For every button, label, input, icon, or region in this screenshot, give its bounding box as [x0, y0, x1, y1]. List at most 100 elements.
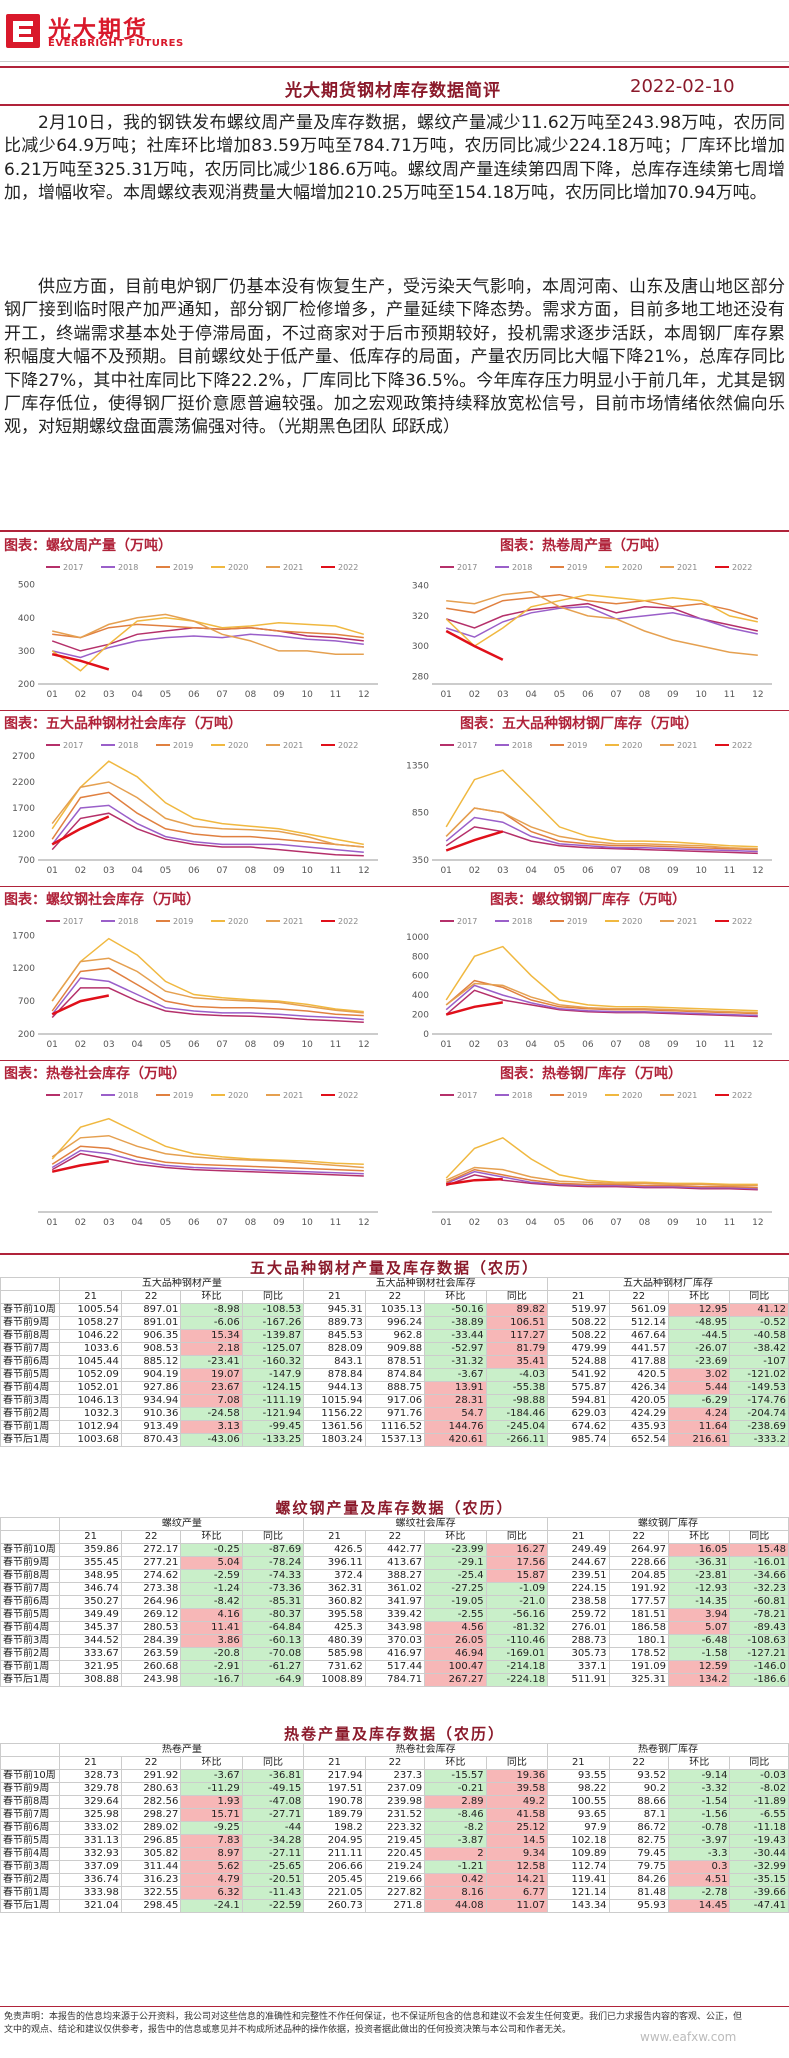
table-cell: 652.54 [608, 1433, 669, 1447]
table-cell: 11.64 [667, 1420, 731, 1434]
company-logo-icon [6, 14, 40, 48]
table-cell: 298.27 [120, 1808, 182, 1822]
table-row: 春节前8周 329.64 282.56 1.93 -47.08 190.78 239.98 2… [0, 1795, 789, 1809]
table-cell: 343.98 [364, 1621, 426, 1635]
table-cell: 11.41 [180, 1621, 243, 1635]
table-cell: 206.66 [303, 1860, 366, 1874]
group-header: 五大品种钢材产量 [59, 1277, 305, 1291]
y-tick-label: 350 [412, 856, 429, 866]
sub-header: 21 [303, 1756, 366, 1770]
table-cell: -9.14 [667, 1769, 731, 1783]
section-divider [0, 1060, 789, 1061]
table-cell: -111.19 [241, 1394, 305, 1408]
table-cell: -80.37 [241, 1608, 305, 1622]
row-label: 春节前6周 [0, 1355, 61, 1369]
table-cell: -11.43 [241, 1886, 305, 1900]
x-tick-label: 12 [752, 690, 763, 700]
legend-label: 2022 [338, 741, 358, 750]
table-cell: 243.98 [120, 1673, 182, 1687]
row-label: 春节前3周 [0, 1860, 61, 1874]
table-cell: -23.69 [667, 1355, 731, 1369]
table-cell: -9.25 [180, 1821, 243, 1835]
table-cell: 112.74 [547, 1860, 610, 1874]
y-tick-label: 200 [18, 680, 35, 690]
section-divider [0, 886, 789, 887]
sub-header: 同比 [485, 1756, 549, 1770]
x-tick-label: 01 [440, 690, 451, 700]
table-cell: 331.13 [59, 1834, 122, 1848]
legend-label: 2021 [677, 917, 697, 926]
y-tick-label: 700 [18, 997, 35, 1007]
y-tick-label: 850 [412, 809, 429, 819]
table-cell: 211.11 [303, 1847, 366, 1861]
legend-label: 2017 [63, 563, 83, 572]
table-cell: 5.07 [667, 1621, 731, 1635]
row-label: 春节前9周 [0, 1316, 61, 1330]
table-cell: 945.31 [303, 1303, 366, 1317]
table-cell: -36.81 [241, 1769, 305, 1783]
table-cell: -224.18 [485, 1673, 549, 1687]
x-tick-label: 10 [695, 690, 707, 700]
x-tick-label: 11 [330, 866, 341, 876]
table-cell: 217.94 [303, 1769, 366, 1783]
table-cell: 224.15 [547, 1582, 610, 1596]
x-tick-label: 05 [554, 690, 565, 700]
legend-label: 2019 [173, 917, 193, 926]
table-cell: 190.78 [303, 1795, 366, 1809]
x-tick-label: 03 [103, 690, 114, 700]
legend-label: 2019 [173, 563, 193, 572]
row-label: 春节前9周 [0, 1782, 61, 1796]
row-label: 春节前10周 [0, 1543, 61, 1557]
table-cell: 259.72 [547, 1608, 610, 1622]
table-cell: 134.2 [667, 1673, 731, 1687]
table-cell: 479.99 [547, 1342, 610, 1356]
table-cell: -31.32 [424, 1355, 487, 1369]
table-cell: 1005.54 [59, 1303, 122, 1317]
legend-label: 2018 [118, 563, 138, 572]
table-cell: -139.87 [241, 1329, 305, 1343]
sub-header: 21 [59, 1756, 122, 1770]
table-cell: 934.94 [120, 1394, 182, 1408]
series-line-2019 [445, 1168, 758, 1189]
table-cell: -24.1 [180, 1899, 243, 1913]
table-row: 春节前8周 348.95 274.62 -2.59 -74.33 372.4 388.27-… [0, 1569, 789, 1583]
table-cell: 395.58 [303, 1608, 366, 1622]
table-five-varieties: 五大品种钢材产量 五大品种钢材社会库存 五大品种钢材厂库存 21 22 环比 同比 21 22 环… [0, 1277, 789, 1447]
series-line-2022 [51, 994, 110, 1016]
legend-label: 2018 [512, 1091, 532, 1100]
table-cell: 15.48 [729, 1543, 789, 1557]
x-tick-label: 04 [525, 1040, 537, 1050]
series-line-2019 [51, 1145, 364, 1172]
header-blank [0, 1290, 61, 1304]
table-cell: -214.18 [485, 1660, 549, 1674]
y-tick-label: 200 [412, 1011, 429, 1021]
table-cell: -16.01 [729, 1556, 789, 1570]
table-cell: -4.03 [485, 1368, 549, 1382]
x-tick-label: 11 [724, 866, 735, 876]
series-line-2018 [445, 984, 758, 1017]
legend-label: 2017 [457, 917, 477, 926]
sub-header: 21 [303, 1290, 366, 1304]
table-cell: 362.31 [303, 1582, 366, 1596]
table-cell: -81.32 [485, 1621, 549, 1635]
x-tick-label: 09 [667, 866, 679, 876]
table-cell: -8.42 [180, 1595, 243, 1609]
y-tick-label: 320 [412, 612, 429, 622]
table-cell: 311.44 [120, 1860, 182, 1874]
series-line-2019 [51, 791, 364, 848]
group-header: 热卷社会库存 [303, 1743, 549, 1757]
table-cell: 4.79 [180, 1873, 243, 1887]
table-cell: 204.95 [303, 1834, 366, 1848]
table-row: 春节前7周 1033.6 908.53 2.18 -125.07 828.09 909.88… [0, 1342, 789, 1356]
table-cell: 962.8 [364, 1329, 426, 1343]
series-line-2022 [445, 830, 504, 852]
table-cell: -1.56 [667, 1808, 731, 1822]
table-cell: -32.99 [729, 1860, 789, 1874]
sub-header: 22 [608, 1530, 669, 1544]
table-cell: 8.97 [180, 1847, 243, 1861]
table-cell: -25.4 [424, 1569, 487, 1583]
table-cell: 308.88 [59, 1673, 122, 1687]
x-tick-label: 12 [358, 690, 369, 700]
table-cell: 346.74 [59, 1582, 122, 1596]
table-cell: -23.99 [424, 1543, 487, 1557]
